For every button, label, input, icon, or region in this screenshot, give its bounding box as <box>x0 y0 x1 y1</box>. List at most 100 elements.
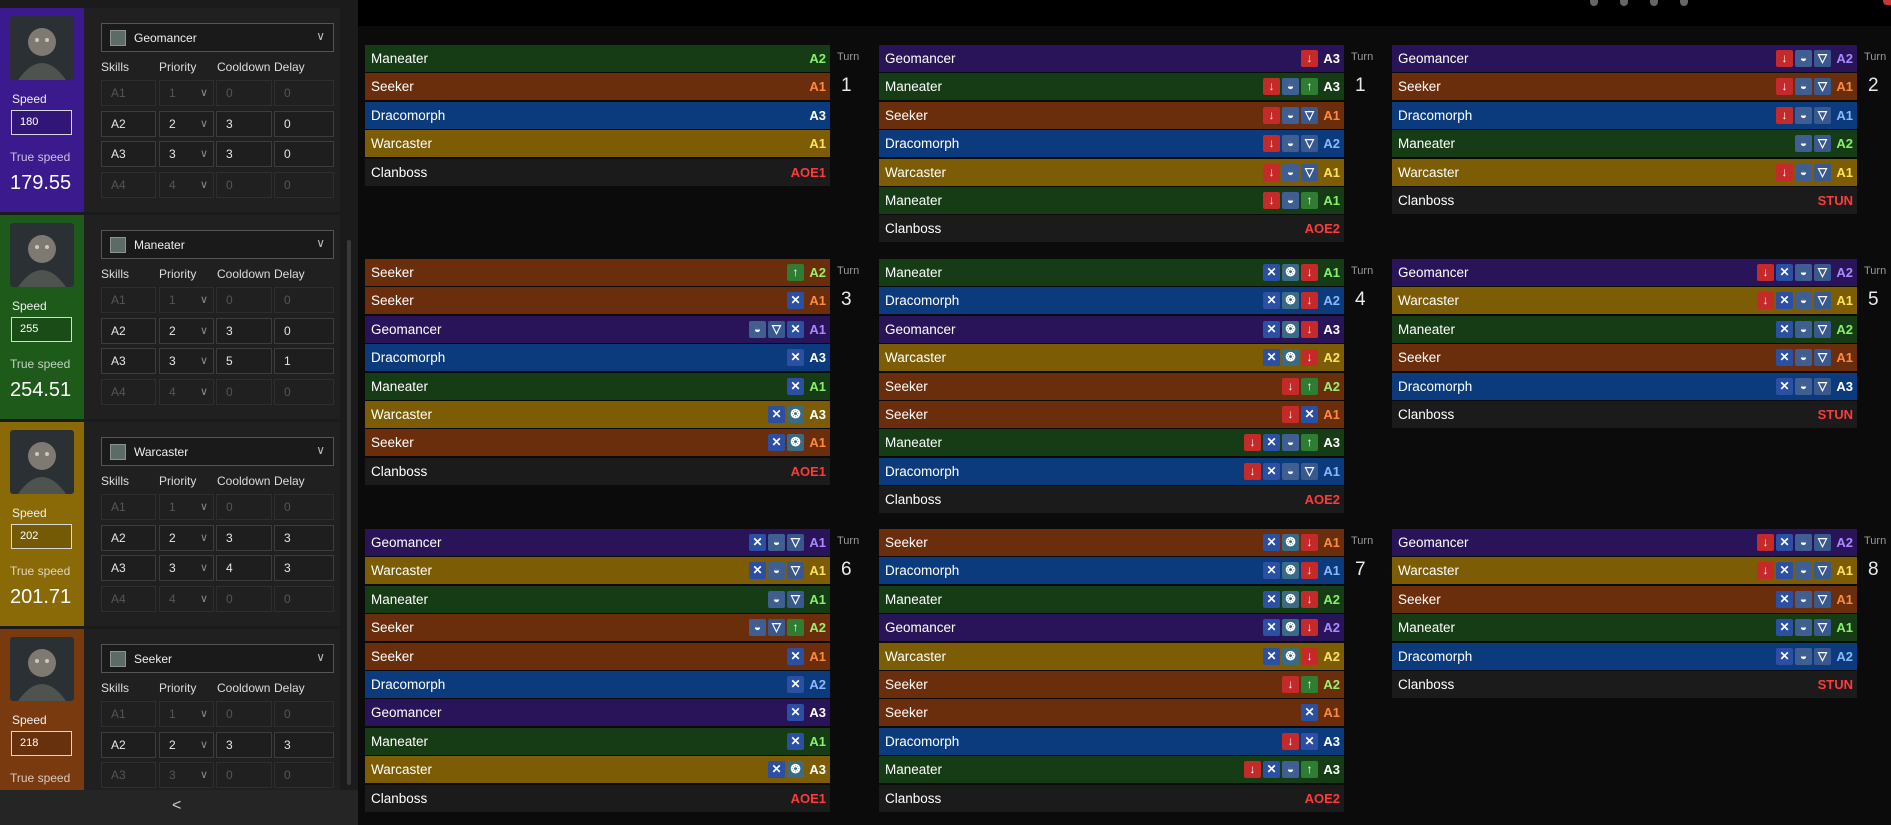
turn-row[interactable]: Maneater A2 <box>365 45 830 72</box>
turn-row[interactable]: Maneater A2 ◒ ▽ <box>1392 130 1857 158</box>
turn-row[interactable]: Warcaster A1 <box>365 130 830 158</box>
champion-select[interactable]: Maneater ∨ <box>101 230 334 259</box>
turn-row[interactable]: Seeker A1 ✕ ◒ ▽ <box>1392 344 1857 372</box>
skill-delay-field[interactable]: 0 <box>274 141 334 167</box>
skill-name-field[interactable]: A2 <box>101 317 156 344</box>
turn-row[interactable]: Warcaster A1 ✕ ◒ ▽ <box>365 557 830 585</box>
turn-row[interactable]: Clanboss AOE2 <box>879 215 1344 243</box>
turn-row[interactable]: Maneater A1 ✕ <box>365 372 830 400</box>
skill-priority-field[interactable]: 3 ∨ <box>159 141 214 167</box>
turn-row[interactable]: Maneater A1 ✕ ❂ ↓ <box>879 259 1344 286</box>
turn-row[interactable]: Seeker A2 ◒ ▽ ↑ <box>365 614 830 642</box>
turn-row[interactable]: Seeker A1 ✕ ❂ ↓ <box>879 529 1344 556</box>
turn-row[interactable]: Geomancer A1 ✕ ◒ ▽ <box>365 529 830 556</box>
window-control-icon[interactable] <box>1620 0 1628 6</box>
skill-delay-field[interactable]: 0 <box>274 110 334 137</box>
window-control-icon[interactable] <box>1650 0 1658 6</box>
turn-row[interactable]: Warcaster A2 ✕ ❂ ↓ <box>879 642 1344 670</box>
turn-row[interactable]: Maneater A3 ↓ ◒ ↑ <box>879 73 1344 101</box>
turn-row[interactable]: Maneater A1 ✕ <box>365 727 830 755</box>
turn-row[interactable]: Dracomorph A3 ↓ ✕ <box>879 727 1344 755</box>
skill-delay-field[interactable]: 3 <box>274 555 334 581</box>
turn-row[interactable]: Geomancer A3 ↓ <box>879 45 1344 72</box>
skill-name-field[interactable]: A2 <box>101 110 156 137</box>
turn-row[interactable]: Clanboss STUN <box>1392 401 1857 428</box>
turn-row[interactable]: Seeker A2 ↑ <box>365 259 830 286</box>
turn-row[interactable]: Warcaster A1 ↓ ✕ ◒ ▽ <box>1392 557 1857 585</box>
skill-name-field[interactable]: A3 <box>101 348 156 374</box>
skill-name-field[interactable]: A2 <box>101 731 156 758</box>
turn-row[interactable]: Warcaster A1 ↓ ◒ ▽ <box>879 158 1344 186</box>
turn-row[interactable]: Seeker A1 ✕ <box>879 699 1344 727</box>
turn-row[interactable]: Maneater A1 ✕ ◒ ▽ <box>1392 614 1857 642</box>
turn-row[interactable]: Warcaster A3 ✕ ❂ <box>365 756 830 784</box>
turn-row[interactable]: Warcaster A1 ↓ ✕ ◒ ▽ <box>1392 287 1857 315</box>
skill-name-field[interactable]: A3 <box>101 555 156 581</box>
skill-delay-field[interactable]: 3 <box>274 731 334 758</box>
champion-select[interactable]: Warcaster ∨ <box>101 437 334 466</box>
turn-row[interactable]: Clanboss AOE2 <box>879 784 1344 812</box>
turn-row[interactable]: Maneater A2 ✕ ◒ ▽ <box>1392 315 1857 343</box>
turn-row[interactable]: Seeker A1 ✕ <box>365 642 830 670</box>
skill-cooldown-field[interactable]: 3 <box>216 731 272 758</box>
turn-row[interactable]: Maneater A3 ↓ ✕ ◒ ↑ <box>879 756 1344 784</box>
turn-row[interactable]: Maneater A2 ✕ ❂ ↓ <box>879 585 1344 613</box>
skill-priority-field[interactable]: 2 ∨ <box>159 524 214 551</box>
turn-row[interactable]: Dracomorph A2 ↓ ◒ ▽ <box>879 130 1344 158</box>
turn-row[interactable]: Dracomorph A1 ↓ ✕ ◒ ▽ <box>879 457 1344 485</box>
skill-priority-field[interactable]: 2 ∨ <box>159 731 214 758</box>
skill-delay-field[interactable]: 0 <box>274 317 334 344</box>
close-window-icon[interactable] <box>1883 0 1891 5</box>
turn-row[interactable]: Seeker A2 ↓ ↑ <box>879 372 1344 400</box>
turn-row[interactable]: Geomancer A2 ↓ ◒ ▽ <box>1392 45 1857 72</box>
turn-row[interactable]: Clanboss STUN <box>1392 187 1857 214</box>
skill-cooldown-field[interactable]: 3 <box>216 110 272 137</box>
collapse-sidebar-button[interactable]: < <box>0 790 358 825</box>
skill-delay-field[interactable]: 1 <box>274 348 334 374</box>
turn-row[interactable]: Warcaster A1 ↓ ◒ ▽ <box>1392 158 1857 186</box>
turn-row[interactable]: Seeker A1 ✕ ❂ <box>365 429 830 457</box>
turn-row[interactable]: Clanboss AOE1 <box>365 457 830 485</box>
turn-row[interactable]: Geomancer A1 ◒ ▽ ✕ <box>365 315 830 343</box>
turn-row[interactable]: Dracomorph A3 ✕ ◒ ▽ <box>1392 372 1857 400</box>
turn-row[interactable]: Dracomorph A3 <box>365 101 830 129</box>
turn-row[interactable]: Dracomorph A2 ✕ <box>365 671 830 698</box>
champion-select[interactable]: Seeker ∨ <box>101 644 334 673</box>
skill-cooldown-field[interactable]: 5 <box>216 348 272 374</box>
window-control-icon[interactable] <box>1590 0 1598 6</box>
turn-row[interactable]: Clanboss STUN <box>1392 671 1857 698</box>
skill-priority-field[interactable]: 2 ∨ <box>159 317 214 344</box>
skill-cooldown-field[interactable]: 3 <box>216 141 272 167</box>
skill-priority-field[interactable]: 2 ∨ <box>159 110 214 137</box>
champion-select[interactable]: Geomancer ∨ <box>101 23 334 52</box>
skill-cooldown-field[interactable]: 3 <box>216 317 272 344</box>
turn-row[interactable]: Seeker A1 ↓ ◒ ▽ <box>879 101 1344 129</box>
turn-row[interactable]: Dracomorph A1 ↓ ◒ ▽ <box>1392 101 1857 129</box>
turn-row[interactable]: Maneater A3 ↓ ✕ ◒ ↑ <box>879 429 1344 457</box>
skill-delay-field[interactable]: 3 <box>274 524 334 551</box>
skill-name-field[interactable]: A3 <box>101 141 156 167</box>
turn-row[interactable]: Maneater A1 ↓ ◒ ↑ <box>879 187 1344 214</box>
turn-row[interactable]: Geomancer A3 ✕ <box>365 699 830 727</box>
turn-row[interactable]: Dracomorph A1 ✕ ❂ ↓ <box>879 557 1344 585</box>
skill-priority-field[interactable]: 3 ∨ <box>159 555 214 581</box>
turn-row[interactable]: Seeker A1 ✕ ◒ ▽ <box>1392 585 1857 613</box>
turn-row[interactable]: Maneater A1 ◒ ▽ <box>365 585 830 613</box>
turn-row[interactable]: Clanboss AOE1 <box>365 784 830 812</box>
turn-row[interactable]: Dracomorph A2 ✕ ❂ ↓ <box>879 287 1344 315</box>
turn-row[interactable]: Dracomorph A2 ✕ ◒ ▽ <box>1392 642 1857 670</box>
turn-row[interactable]: Seeker A2 ↓ ↑ <box>879 671 1344 698</box>
turn-row[interactable]: Geomancer A2 ↓ ✕ ◒ ▽ <box>1392 259 1857 286</box>
window-control-icon[interactable] <box>1680 0 1688 6</box>
speed-input[interactable]: 255 <box>11 317 72 342</box>
turn-row[interactable]: Seeker A1 ↓ ◒ ▽ <box>1392 73 1857 101</box>
skill-cooldown-field[interactable]: 3 <box>216 524 272 551</box>
skill-cooldown-field[interactable]: 4 <box>216 555 272 581</box>
turn-row[interactable]: Clanboss AOE1 <box>365 158 830 186</box>
skill-name-field[interactable]: A2 <box>101 524 156 551</box>
turn-row[interactable]: Geomancer A3 ✕ ❂ ↓ <box>879 315 1344 343</box>
turn-row[interactable]: Seeker A1 <box>365 73 830 101</box>
speed-input[interactable]: 180 <box>11 110 72 135</box>
turn-row[interactable]: Geomancer A2 ✕ ❂ ↓ <box>879 614 1344 642</box>
turn-row[interactable]: Warcaster A3 ✕ ❂ <box>365 401 830 428</box>
